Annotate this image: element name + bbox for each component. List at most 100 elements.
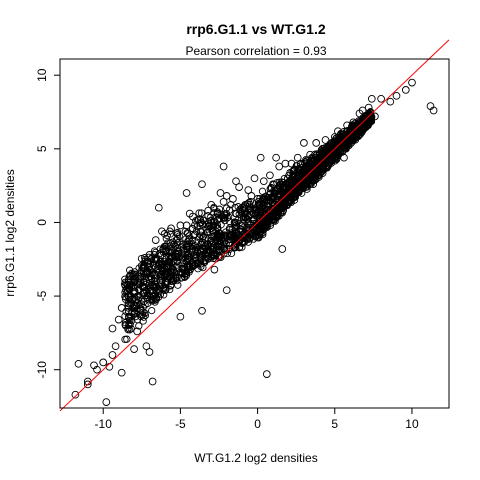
scatter-point	[253, 195, 262, 203]
scatter-point	[111, 342, 120, 351]
dense-point	[148, 292, 156, 300]
scatter-point	[151, 236, 160, 244]
dense-point	[225, 233, 233, 241]
dense-point-cloud	[121, 108, 376, 344]
scatter-point	[300, 139, 308, 147]
dense-point	[121, 335, 129, 344]
dense-point	[240, 213, 248, 221]
dense-point	[169, 238, 177, 246]
scatter-point	[124, 286, 132, 295]
dense-point	[347, 136, 355, 145]
y-tick-label: 5	[35, 145, 49, 152]
scatter-point	[244, 186, 253, 194]
scatter-point	[318, 144, 327, 153]
scatter-point	[114, 315, 123, 324]
dense-point	[137, 312, 145, 321]
scatter-point	[377, 94, 385, 103]
scatter-point	[293, 153, 302, 162]
scatter-point	[312, 139, 321, 147]
x-axis-label: WT.G1.2 log2 densities	[194, 451, 317, 465]
dense-point	[255, 200, 263, 209]
scatter-point	[272, 153, 280, 162]
dense-point	[264, 217, 272, 225]
dense-point	[331, 154, 340, 163]
scatter-point	[247, 192, 256, 200]
scatter-point	[130, 345, 138, 353]
dense-point	[261, 210, 270, 218]
scatter-point	[219, 162, 228, 171]
scatter-point	[229, 195, 237, 203]
chart-title: rrp6.G1.1 vs WT.G1.2	[186, 21, 325, 37]
dense-point	[132, 306, 141, 314]
dense-point	[336, 148, 344, 156]
scatter-point	[182, 221, 191, 230]
dense-point	[126, 326, 134, 334]
dense-point	[245, 230, 253, 239]
dense-point	[175, 232, 183, 240]
scatter-point	[201, 256, 209, 265]
dense-point	[322, 144, 331, 152]
scatter-point	[241, 200, 250, 209]
scatter-point	[99, 358, 108, 367]
dense-point	[148, 306, 156, 315]
dense-point	[130, 282, 138, 290]
dense-point	[290, 192, 299, 201]
dense-point	[178, 240, 187, 249]
scatter-point	[117, 304, 126, 312]
scatter-point	[408, 78, 416, 87]
dense-point	[339, 139, 347, 147]
dense-point	[271, 213, 279, 221]
chart-subtitle: Pearson correlation = 0.93	[185, 44, 326, 58]
y-tick-label: 10	[35, 68, 49, 82]
scatter-point	[327, 139, 336, 147]
dense-point	[182, 235, 190, 243]
dense-point	[231, 209, 239, 218]
scatter-point	[349, 118, 358, 127]
dense-point	[191, 246, 200, 255]
dense-point	[148, 297, 156, 305]
scatter-point	[133, 327, 142, 336]
dense-point	[267, 189, 275, 197]
scatter-point	[198, 180, 206, 189]
scatter-point	[145, 348, 154, 356]
dense-point	[193, 251, 201, 259]
dense-point	[141, 311, 150, 320]
scatter-point	[256, 153, 265, 162]
scatter-point	[303, 156, 311, 165]
dense-point	[135, 293, 143, 302]
dense-point	[151, 291, 160, 299]
dense-point	[307, 178, 315, 187]
scatter-point	[222, 286, 231, 295]
scatter-point	[238, 239, 247, 247]
scatter-point	[281, 159, 290, 168]
dense-point	[298, 167, 306, 176]
scatter-point	[343, 121, 351, 130]
scatter-point	[108, 351, 117, 359]
x-tick-label: 5	[331, 417, 338, 431]
scatter-point	[262, 370, 271, 378]
scatter-point	[275, 162, 284, 171]
dense-point	[140, 297, 148, 306]
dense-point	[210, 217, 219, 226]
scatter-point	[207, 200, 216, 209]
dense-point	[197, 240, 205, 249]
dense-point	[319, 165, 328, 173]
scatter-point	[136, 274, 145, 283]
dense-point	[184, 230, 192, 238]
scatter-point	[309, 180, 318, 189]
dense-point	[149, 296, 157, 304]
dense-point	[196, 227, 204, 236]
x-tick-label: 10	[405, 417, 419, 431]
scatter-point	[386, 97, 395, 106]
dense-point	[340, 143, 348, 151]
dense-point	[216, 253, 224, 261]
dense-point	[288, 168, 296, 176]
y-axis-label: rrp6.G1.1 log2 densities	[3, 169, 17, 296]
dense-point	[247, 229, 256, 237]
dense-point	[231, 218, 239, 227]
dense-point	[256, 220, 265, 228]
scatter-point	[330, 133, 339, 141]
scatter-point	[74, 359, 83, 368]
dense-point	[178, 264, 186, 273]
